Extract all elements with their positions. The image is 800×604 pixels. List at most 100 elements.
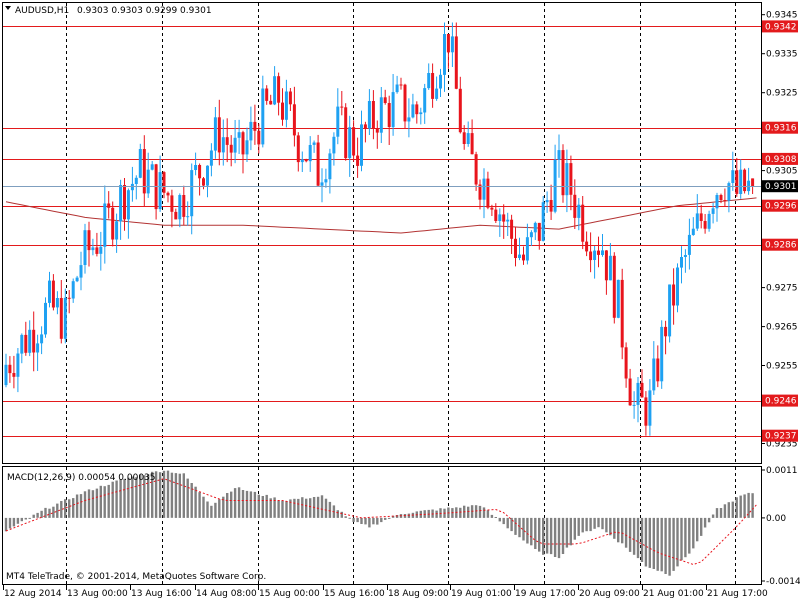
candle [44,297,47,338]
candle [616,279,620,319]
macd-bar [36,512,39,518]
candle-body [403,84,407,122]
candle-body [48,280,51,303]
candle-body [233,137,237,153]
candle-body [284,91,288,120]
candle-body [300,159,304,163]
candle [261,75,265,148]
level-price-badge [762,394,798,407]
current-price-text: 0.9301 [765,182,797,192]
level-price-label: 0.9296 [762,199,798,212]
candle-body [32,329,36,353]
ma-line [5,197,757,234]
macd-bar [522,517,525,541]
candle [233,120,237,164]
candle-body [486,178,490,208]
macd-bar [72,498,75,518]
candle-body [557,150,561,160]
candle-body [498,214,502,221]
candle-body [522,254,525,261]
macd-bar [364,517,367,525]
candle [126,188,130,239]
candle [48,271,51,308]
candle-body [569,163,573,195]
candle-body [348,127,352,159]
x-tick-label: 14 Aug 08:00 [196,589,257,599]
candle [170,189,174,228]
macd-axis: 0.0011 0.00 -0.00145 [761,466,800,587]
candle-body [237,132,241,138]
candle [190,163,194,235]
macd-bar [107,484,110,518]
macd-bar [731,501,734,518]
candle [668,284,672,343]
macd-bar [534,517,537,549]
candle-body [636,382,640,405]
macd-bar [368,517,371,528]
level-price-badge [762,20,798,33]
candle-body [107,203,111,208]
macd-bar [139,474,142,518]
macd-bar [707,517,711,523]
candle [510,214,514,254]
current-price-label: 0.9301 [762,180,798,193]
x-tick-label: 13 Aug 00:00 [67,589,128,599]
macd-bar [648,517,651,568]
candle [395,75,399,94]
macd-bar [644,517,648,567]
macd-bar [636,517,640,559]
macd-bar [316,496,320,518]
candle [644,391,648,436]
candle [348,115,352,177]
candle-body [28,329,32,353]
candle [676,263,679,313]
macd-histogram [4,470,754,576]
macd-bar [672,517,675,571]
macd-bar [557,517,561,559]
candle [545,191,549,213]
macd-bar [585,517,588,532]
candle-body [514,238,517,258]
candle [111,201,115,247]
candle [525,223,529,265]
candle-body [83,230,87,265]
candle-body [672,284,676,306]
macd-bar [202,496,205,518]
macd-bar [162,470,166,518]
candle-body [676,267,679,306]
macd-bar [24,517,27,520]
candle [561,144,565,203]
macd-bar [328,501,332,518]
candle-body [683,255,687,257]
candle [419,107,423,125]
macd-bar [253,491,257,518]
candle [99,231,103,271]
candle [63,288,67,344]
candle-body [660,326,664,382]
candle-body [711,208,715,214]
macd-bar [621,517,624,544]
macd-bar [257,494,260,518]
candle-body [648,390,652,426]
candle-body [324,179,328,183]
candle [269,94,273,105]
candle [435,76,439,101]
candle-body [466,133,470,144]
candle-body [213,117,217,151]
dropdown-triangle-icon[interactable] [5,6,11,10]
y-tick-label: 0.9235 [766,440,798,450]
candle [198,163,202,196]
candle [620,268,624,360]
candle-body [699,213,703,221]
candle [206,165,209,198]
candle [743,168,747,194]
candle [593,246,597,279]
macd-bar [656,517,659,571]
candle-body [454,36,458,89]
macd-bar [28,517,31,519]
candle [8,356,12,383]
macd-bar [490,514,494,518]
candle [735,157,739,197]
macd-bar [230,491,233,518]
candle [683,249,687,273]
